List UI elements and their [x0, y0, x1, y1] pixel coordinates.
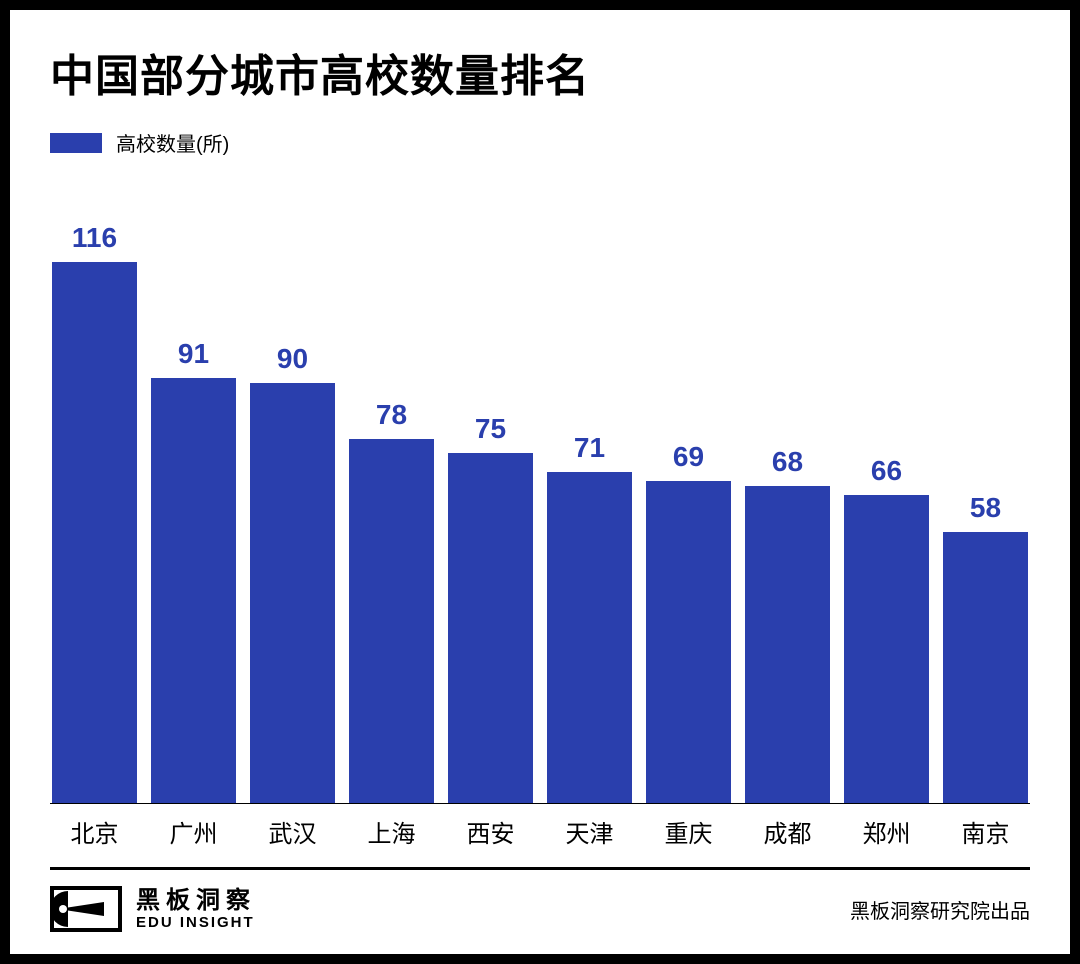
brand-name-en: EDU INSIGHT — [136, 914, 256, 931]
bar-group: 71 — [547, 207, 632, 803]
bar — [844, 495, 929, 803]
legend-swatch — [50, 133, 102, 153]
legend: 高校数量(所) — [50, 128, 1030, 157]
bar — [52, 262, 137, 803]
bar-group: 75 — [448, 207, 533, 803]
chart-title: 中国部分城市高校数量排名 — [50, 40, 1030, 104]
chart-frame: 中国部分城市高校数量排名 高校数量(所) 116 91 90 78 75 71 69 68 66… — [0, 0, 1080, 964]
bar-value-label: 66 — [871, 455, 902, 487]
brand: 黑板洞察 EDU INSIGHT — [50, 886, 256, 932]
bar — [151, 378, 236, 803]
bar — [646, 481, 731, 803]
chart-area: 116 91 90 78 75 71 69 68 66 58 北京广州武汉上海西安天津重庆成都郑州… — [50, 207, 1030, 849]
bar-group: 66 — [844, 207, 929, 803]
footer: 黑板洞察 EDU INSIGHT 黑板洞察研究院出品 — [50, 867, 1030, 954]
bar-value-label: 90 — [277, 343, 308, 375]
bar-value-label: 116 — [72, 222, 117, 254]
bar-group: 91 — [151, 207, 236, 803]
x-axis-label: 郑州 — [844, 814, 929, 849]
bar — [745, 486, 830, 803]
x-axis-label: 广州 — [151, 814, 236, 849]
bar-group: 58 — [943, 207, 1028, 803]
bar-value-label: 68 — [772, 446, 803, 478]
bar-group: 78 — [349, 207, 434, 803]
bars-container: 116 91 90 78 75 71 69 68 66 58 — [50, 207, 1030, 803]
bar-value-label: 78 — [376, 399, 407, 431]
bar-value-label: 58 — [970, 492, 1001, 524]
bar-group: 116 — [52, 207, 137, 803]
chart-content: 中国部分城市高校数量排名 高校数量(所) 116 91 90 78 75 71 69 68 66… — [10, 10, 1070, 849]
x-axis-label: 西安 — [448, 814, 533, 849]
bar-group: 68 — [745, 207, 830, 803]
bar-value-label: 71 — [574, 432, 605, 464]
bar-group: 90 — [250, 207, 335, 803]
brand-text: 黑板洞察 EDU INSIGHT — [136, 887, 256, 932]
x-axis-label: 南京 — [943, 814, 1028, 849]
x-axis-label: 成都 — [745, 814, 830, 849]
bar — [448, 453, 533, 803]
x-axis-label: 北京 — [52, 814, 137, 849]
brand-name-cn: 黑板洞察 — [136, 887, 256, 915]
x-axis-label: 重庆 — [646, 814, 731, 849]
bar-value-label: 69 — [673, 441, 704, 473]
bar-value-label: 91 — [178, 338, 209, 370]
bar — [250, 383, 335, 803]
x-axis: 北京广州武汉上海西安天津重庆成都郑州南京 — [50, 803, 1030, 849]
x-axis-label: 武汉 — [250, 814, 335, 849]
bar-value-label: 75 — [475, 413, 506, 445]
bar — [547, 472, 632, 803]
x-axis-label: 上海 — [349, 814, 434, 849]
credit-text: 黑板洞察研究院出品 — [850, 895, 1030, 924]
legend-label: 高校数量(所) — [116, 128, 229, 157]
bar-group: 69 — [646, 207, 731, 803]
x-axis-label: 天津 — [547, 814, 632, 849]
bar — [943, 532, 1028, 803]
bar — [349, 439, 434, 803]
brand-logo-icon — [50, 886, 122, 932]
